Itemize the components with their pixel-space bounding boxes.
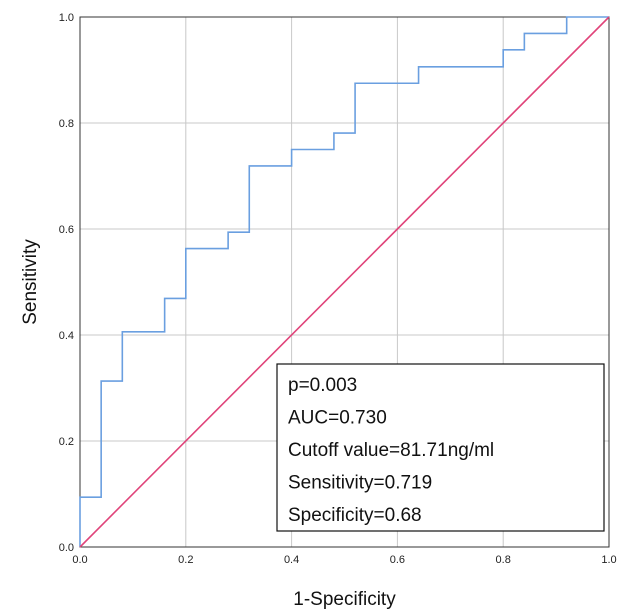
- y-tick-labels: 0.0 0.2 0.4 0.6 0.8 1.0: [59, 12, 74, 554]
- annotation-line: Specificity=0.68: [288, 505, 422, 526]
- y-tick-label: 1.0: [59, 12, 74, 24]
- annotation-line: Sensitivity=0.719: [288, 473, 432, 494]
- roc-curve-line: [79, 16, 609, 547]
- plot-frame: [79, 16, 610, 548]
- y-tick-label: 0.0: [59, 542, 74, 554]
- y-tick-label: 0.6: [59, 224, 74, 236]
- annotation-line: p=0.003: [288, 375, 357, 396]
- x-tick-label: 0.6: [390, 554, 405, 566]
- x-tick-label: 0.2: [178, 554, 193, 566]
- y-tick-label: 0.2: [59, 436, 74, 448]
- x-tick-label: 0.8: [496, 554, 511, 566]
- annotation-line: Cutoff value=81.71ng/ml: [288, 440, 494, 461]
- y-tick-label: 0.8: [59, 118, 74, 130]
- reference-diagonal-line: [79, 16, 610, 548]
- annotation-box-frame: [276, 363, 605, 532]
- series-layer: [79, 16, 610, 548]
- x-tick-label: 0.0: [72, 554, 87, 566]
- x-tick-labels: 0.0 0.2 0.4 0.6 0.8 1.0: [72, 554, 616, 566]
- y-axis-label: Sensitivity: [20, 239, 41, 325]
- annotation-line: AUC=0.730: [288, 408, 387, 429]
- stats-annotation-box: p=0.003 AUC=0.730 Cutoff value=81.71ng/ml S…: [276, 363, 605, 532]
- x-axis-label: 1-Specificity: [293, 589, 396, 610]
- y-tick-label: 0.4: [59, 330, 74, 342]
- x-tick-label: 1.0: [601, 554, 616, 566]
- x-tick-label: 0.4: [284, 554, 299, 566]
